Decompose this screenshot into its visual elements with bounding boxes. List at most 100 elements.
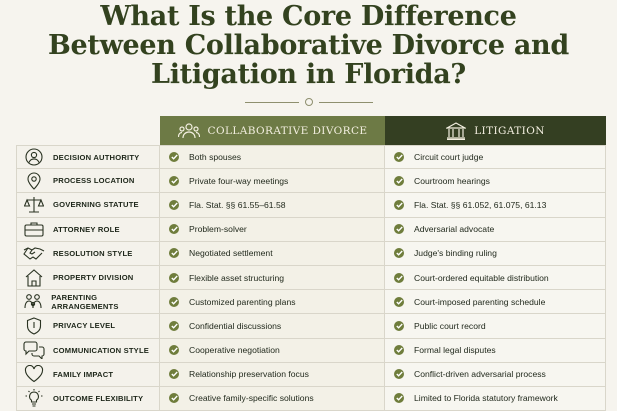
check-icon xyxy=(169,248,179,259)
check-icon xyxy=(169,296,179,307)
litigation-value: Conflict-driven adversarial process xyxy=(414,369,546,380)
collaborative-value: Customized parenting plans xyxy=(189,296,296,307)
table-row: COMMUNICATION STYLE Cooperative negotiati… xyxy=(16,338,606,363)
row-label-cell: PARENTING ARRANGEMENTS xyxy=(16,290,160,314)
collaborative-value: Negotiated settlement xyxy=(189,248,273,259)
heart-icon xyxy=(21,365,47,383)
table-row: OUTCOME FLEXIBILITY Creative family-speci… xyxy=(16,386,606,411)
check-icon xyxy=(394,296,404,307)
row-label-cell: OUTCOME FLEXIBILITY xyxy=(16,386,160,411)
collaborative-cell: Fla. Stat. §§ 61.55–61.58 xyxy=(160,193,385,217)
shield-icon xyxy=(21,317,47,335)
collaborative-cell: Customized parenting plans xyxy=(160,290,385,314)
table-row: RESOLUTION STYLE Negotiated settlement Jud… xyxy=(16,241,606,266)
collaborative-cell: Relationship preservation focus xyxy=(160,362,385,386)
people-group-icon xyxy=(177,122,200,140)
litigation-value: Formal legal disputes xyxy=(414,345,496,356)
table-row: ATTORNEY ROLE Problem-solver Adversarial a… xyxy=(16,217,606,242)
table-row: FAMILY IMPACT Relationship preservation f… xyxy=(16,362,606,387)
check-icon xyxy=(169,224,179,235)
litigation-value: Public court record xyxy=(414,320,486,331)
person-icon xyxy=(21,148,47,166)
check-icon xyxy=(169,345,179,356)
collaborative-value: Creative family-specific solutions xyxy=(189,393,314,404)
row-label-cell: RESOLUTION STYLE xyxy=(16,241,160,265)
check-icon xyxy=(169,393,179,404)
row-label-cell: GOVERNING STATUTE xyxy=(16,193,160,217)
title-line-1: What Is the Core Difference xyxy=(100,1,517,32)
check-icon xyxy=(394,369,404,380)
row-label: PARENTING ARRANGEMENTS xyxy=(51,292,119,311)
litigation-value: Courtroom hearings xyxy=(414,175,490,186)
check-icon xyxy=(394,272,404,283)
collaborative-value: Relationship preservation focus xyxy=(189,369,309,380)
row-label: DECISION AUTHORITY xyxy=(53,152,140,162)
house-icon xyxy=(21,268,47,287)
litigation-value: Judge's binding ruling xyxy=(414,248,497,259)
check-icon xyxy=(169,369,179,380)
row-label-cell: PROCESS LOCATION xyxy=(16,169,160,193)
comparison-table: DECISION AUTHORITY Both spouses Circuit co… xyxy=(16,145,606,411)
collaborative-cell: Both spouses xyxy=(160,146,385,169)
table-row: PROCESS LOCATION Private four-way meeting… xyxy=(16,169,606,194)
litigation-cell: Conflict-driven adversarial process xyxy=(385,362,606,386)
litigation-cell: Courtroom hearings xyxy=(385,169,606,193)
row-label: PROCESS LOCATION xyxy=(53,176,135,186)
title-ornament xyxy=(245,97,373,107)
check-icon xyxy=(169,272,179,283)
table-row: GOVERNING STATUTE Fla. Stat. §§ 61.55–61.… xyxy=(16,193,606,218)
litigation-cell: Fla. Stat. §§ 61.052, 61.075, 61.13 xyxy=(385,193,606,217)
litigation-cell: Court-imposed parenting schedule xyxy=(385,290,606,314)
row-label-cell: PROPERTY DIVISION xyxy=(16,265,160,290)
row-label: COMMUNICATION STYLE xyxy=(53,345,150,355)
courthouse-icon xyxy=(446,121,467,140)
collaborative-value: Fla. Stat. §§ 61.55–61.58 xyxy=(189,199,286,210)
title-line-3: Litigation in Florida? xyxy=(151,59,466,90)
collaborative-cell: Confidential discussions xyxy=(160,314,385,338)
collaborative-value: Problem-solver xyxy=(189,224,247,235)
check-icon xyxy=(169,152,179,163)
location-pin-icon xyxy=(21,172,47,190)
check-icon xyxy=(169,175,179,186)
check-icon xyxy=(394,248,404,259)
row-label-cell: PRIVACY LEVEL xyxy=(16,314,160,338)
check-icon xyxy=(394,224,404,235)
collaborative-header-label: COLLABORATIVE DIVORCE xyxy=(207,124,368,137)
row-label: PRIVACY LEVEL xyxy=(53,321,116,331)
check-icon xyxy=(394,393,404,404)
collaborative-cell: Creative family-specific solutions xyxy=(160,386,385,411)
row-label-cell: ATTORNEY ROLE xyxy=(16,217,160,241)
litigation-value: Circuit court judge xyxy=(414,152,484,163)
litigation-cell: Public court record xyxy=(385,314,606,338)
litigation-cell: Circuit court judge xyxy=(385,146,606,169)
scales-icon xyxy=(21,196,47,214)
litigation-value: Court-ordered equitable distribution xyxy=(414,272,549,283)
lightbulb-icon xyxy=(21,389,47,408)
row-label: ATTORNEY ROLE xyxy=(53,224,120,234)
check-icon xyxy=(394,152,404,163)
row-label: FAMILY IMPACT xyxy=(53,369,114,379)
check-icon xyxy=(394,199,404,210)
litigation-cell: Judge's binding ruling xyxy=(385,241,606,265)
collaborative-value: Flexible asset structuring xyxy=(189,272,285,283)
litigation-header-label: LITIGATION xyxy=(474,124,545,137)
briefcase-icon xyxy=(21,221,47,237)
table-row: PROPERTY DIVISION Flexible asset structur… xyxy=(16,265,606,291)
row-label: PROPERTY DIVISION xyxy=(53,273,134,283)
litigation-value: Adversarial advocate xyxy=(414,224,495,235)
collaborative-column-header: COLLABORATIVE DIVORCE xyxy=(160,116,385,145)
table-row: PARENTING ARRANGEMENTS Customized parenti… xyxy=(16,290,606,315)
speech-bubbles-icon xyxy=(21,341,47,360)
row-label: GOVERNING STATUTE xyxy=(53,200,139,210)
row-label-cell: COMMUNICATION STYLE xyxy=(16,338,160,362)
litigation-value: Court-imposed parenting schedule xyxy=(414,296,546,307)
row-label: OUTCOME FLEXIBILITY xyxy=(53,393,144,403)
row-label: RESOLUTION STYLE xyxy=(53,248,133,258)
page-title: What Is the Core Difference Between Coll… xyxy=(0,2,617,89)
check-icon xyxy=(394,345,404,356)
collaborative-cell: Problem-solver xyxy=(160,217,385,241)
collaborative-cell: Flexible asset structuring xyxy=(160,265,385,290)
handshake-icon xyxy=(21,245,47,261)
check-icon xyxy=(169,199,179,210)
row-label-cell: FAMILY IMPACT xyxy=(16,362,160,386)
